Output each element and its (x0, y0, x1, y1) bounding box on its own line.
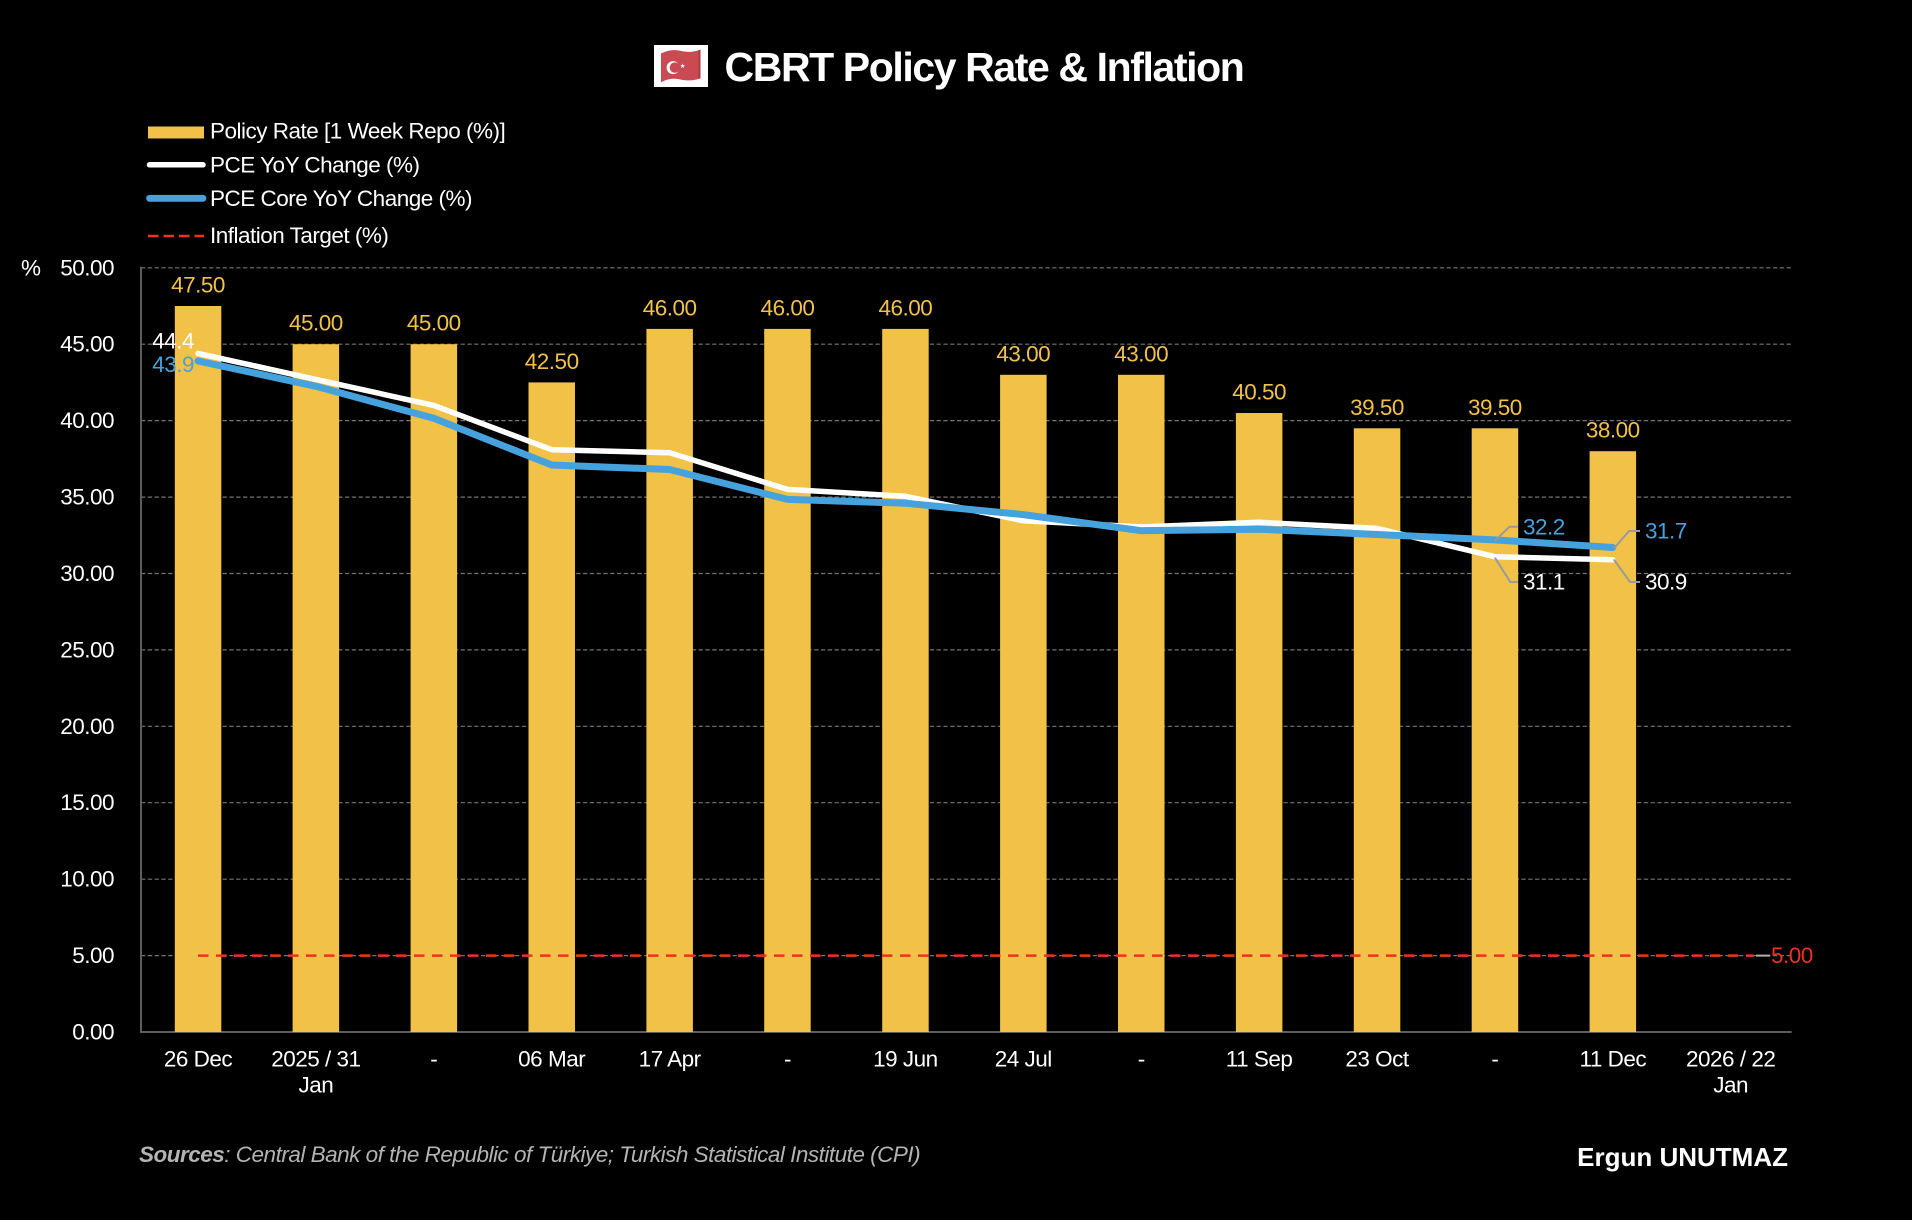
svg-text:2025 / 31: 2025 / 31 (271, 1047, 360, 1072)
svg-text:11 Dec: 11 Dec (1579, 1047, 1646, 1072)
svg-text:31.7: 31.7 (1645, 519, 1687, 544)
svg-text:11 Sep: 11 Sep (1226, 1047, 1293, 1072)
svg-text:06 Mar: 06 Mar (518, 1047, 586, 1072)
svg-text:17 Apr: 17 Apr (639, 1047, 702, 1072)
svg-text:43.9: 43.9 (152, 352, 194, 377)
svg-text:43.00: 43.00 (1114, 341, 1168, 366)
svg-text:46.00: 46.00 (761, 295, 815, 320)
svg-text:38.00: 38.00 (1586, 418, 1640, 443)
svg-text:Ergun UNUTMAZ: Ergun UNUTMAZ (1577, 1142, 1788, 1172)
svg-text:40.00: 40.00 (60, 408, 114, 433)
svg-text:23 Oct: 23 Oct (1345, 1047, 1410, 1072)
svg-text:47.50: 47.50 (171, 273, 225, 298)
svg-text:43.00: 43.00 (996, 341, 1050, 366)
svg-text:15.00: 15.00 (60, 790, 114, 815)
svg-text:50.00: 50.00 (60, 255, 114, 280)
svg-text:Sources: Central Bank of the R: Sources: Central Bank of the Republic of… (139, 1142, 920, 1167)
svg-text:2026 / 22: 2026 / 22 (1686, 1047, 1775, 1072)
svg-text:PCE YoY Change (%): PCE YoY Change (%) (210, 153, 419, 178)
svg-text:45.00: 45.00 (289, 311, 343, 336)
svg-text:46.00: 46.00 (878, 295, 932, 320)
svg-text:32.2: 32.2 (1523, 514, 1565, 539)
svg-text:-: - (1138, 1047, 1145, 1072)
svg-text:26 Dec: 26 Dec (164, 1047, 233, 1072)
svg-text:%: % (21, 255, 41, 280)
svg-text:PCE Core YoY Change (%): PCE Core YoY Change (%) (210, 186, 472, 211)
svg-text:45.00: 45.00 (60, 332, 114, 357)
svg-text:5.00: 5.00 (1771, 943, 1813, 968)
svg-text:Inflation Target (%): Inflation Target (%) (210, 223, 388, 248)
svg-text:-: - (784, 1047, 791, 1072)
svg-text:19 Jun: 19 Jun (873, 1047, 938, 1072)
svg-text:35.00: 35.00 (60, 485, 114, 510)
svg-text:20.00: 20.00 (60, 714, 114, 739)
svg-text:40.50: 40.50 (1232, 380, 1286, 405)
svg-text:24 Jul: 24 Jul (995, 1047, 1052, 1072)
svg-text:30.00: 30.00 (60, 561, 114, 586)
svg-text:10.00: 10.00 (60, 867, 114, 892)
svg-text:42.50: 42.50 (525, 349, 579, 374)
svg-text:45.00: 45.00 (407, 311, 461, 336)
svg-text:Jan: Jan (1713, 1073, 1748, 1098)
svg-text:Policy Rate [1 Week Repo (%)]: Policy Rate [1 Week Repo (%)] (210, 119, 505, 144)
svg-text:39.50: 39.50 (1350, 395, 1404, 420)
svg-text:Jan: Jan (299, 1073, 334, 1098)
svg-text:46.00: 46.00 (643, 295, 697, 320)
svg-text:44.4: 44.4 (152, 329, 194, 354)
svg-text:0.00: 0.00 (72, 1020, 114, 1045)
svg-text:-: - (1491, 1047, 1498, 1072)
svg-text:25.00: 25.00 (60, 637, 114, 662)
svg-text:CBRT Policy Rate & Inflation: CBRT Policy Rate & Inflation (725, 44, 1244, 90)
svg-text:39.50: 39.50 (1468, 395, 1522, 420)
svg-text:5.00: 5.00 (72, 943, 114, 968)
svg-text:-: - (430, 1047, 437, 1072)
svg-text:30.9: 30.9 (1645, 570, 1687, 595)
svg-text:31.1: 31.1 (1523, 570, 1565, 595)
